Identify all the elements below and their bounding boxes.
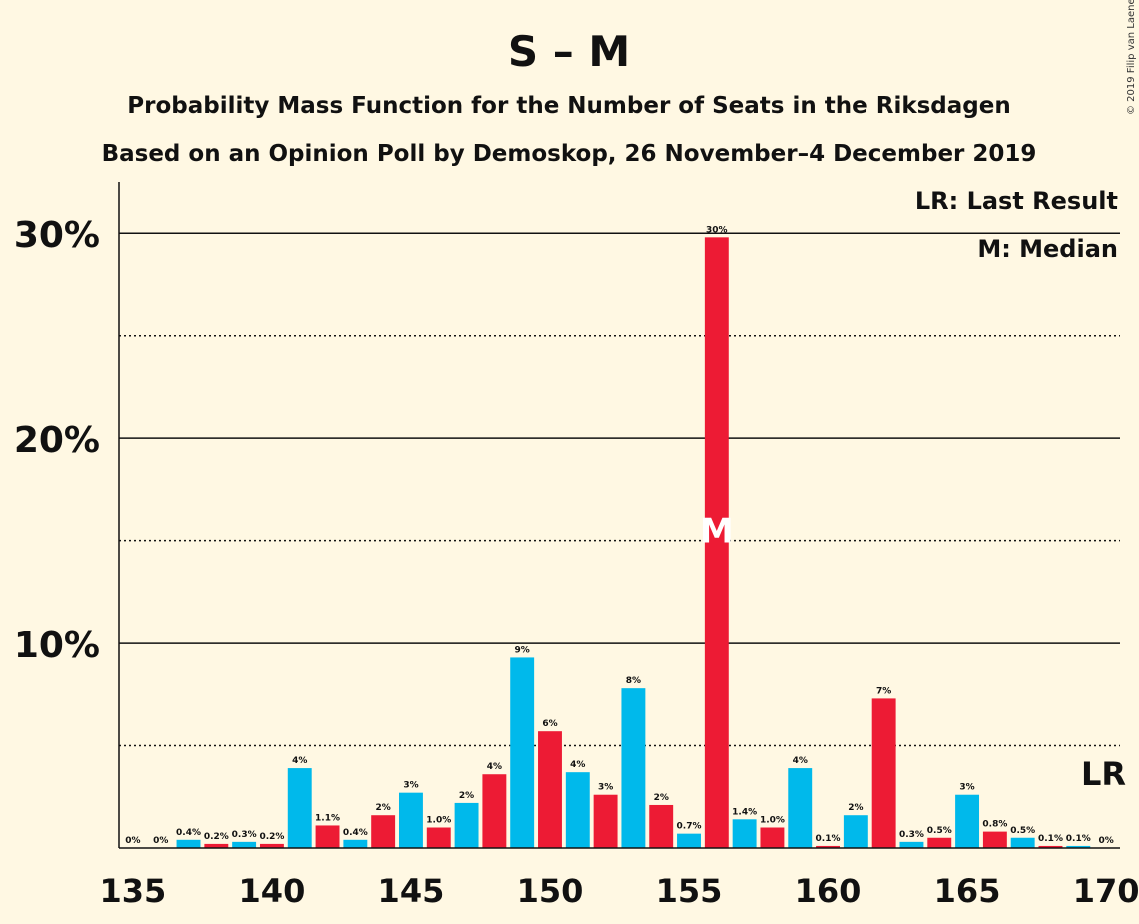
bar-value-label: 0%: [1098, 836, 1113, 846]
bar-seats-166: [982, 831, 1007, 848]
bar-value-label: 0.1%: [1038, 834, 1063, 844]
chart-title: S – M: [508, 27, 630, 76]
bar-value-label: 1.4%: [732, 807, 757, 817]
bar-value-label: 0.2%: [259, 832, 284, 842]
bar-seats-160: [816, 845, 840, 848]
bars: [176, 237, 1091, 848]
chart-subtitle-2: Based on an Opinion Poll by Demoskop, 26…: [102, 141, 1037, 167]
bar-value-label: 1.0%: [426, 816, 451, 826]
bar-value-label: 0.4%: [176, 828, 201, 838]
bar-seats-147: [454, 802, 479, 848]
bar-value-label: 4%: [793, 756, 808, 766]
bar-value-label: 1.0%: [760, 816, 785, 826]
x-tick-label: 140: [239, 872, 306, 910]
gridlines: [119, 232, 1120, 747]
x-tick-label: 155: [656, 872, 723, 910]
bar-value-label: 0.2%: [204, 832, 229, 842]
bar-seats-168: [1038, 845, 1063, 848]
bar-seats-141: [287, 768, 312, 848]
bar-value-label: 0.1%: [1066, 834, 1091, 844]
bar-value-label: 6%: [542, 719, 557, 729]
y-tick-label: 20%: [14, 420, 100, 461]
bar-seats-164: [927, 837, 952, 848]
bar-seats-157: [732, 819, 757, 848]
chart-subtitle-1: Probability Mass Function for the Number…: [127, 93, 1010, 119]
bar-seats-146: [426, 827, 451, 848]
bar-value-label: 0.8%: [982, 820, 1007, 830]
x-tick-label: 145: [378, 872, 445, 910]
y-tick-label: 30%: [14, 215, 100, 256]
bar-seats-139: [232, 841, 257, 848]
bar-seats-167: [1010, 837, 1035, 848]
bar-seats-148: [482, 774, 507, 848]
bar-seats-156: [704, 237, 729, 848]
bar-seats-144: [371, 815, 396, 848]
bar-value-label: 0%: [125, 836, 140, 846]
bar-value-label: 0.4%: [343, 828, 368, 838]
x-tick-label: 150: [517, 872, 584, 910]
bar-seats-158: [760, 827, 785, 848]
bar-value-label: 0.3%: [899, 830, 924, 840]
x-axis-labels: 135 140 145 150 155 160 165 170: [100, 872, 1139, 910]
bar-value-label: 0.5%: [1010, 826, 1035, 836]
bar-seats-151: [565, 772, 590, 848]
bar-seats-165: [955, 794, 980, 848]
median-marker: M: [700, 512, 734, 552]
y-tick-label: 10%: [14, 625, 100, 666]
x-tick-label: 170: [1073, 872, 1139, 910]
bar-seats-143: [343, 839, 368, 848]
legend-last-result: LR: Last Result: [915, 187, 1118, 215]
bar-value-label: 0%: [153, 836, 168, 846]
bar-value-label: 3%: [403, 781, 418, 791]
bar-value-label: 0.1%: [816, 834, 841, 844]
x-tick-label: 165: [934, 872, 1001, 910]
bar-value-label: 30%: [706, 225, 728, 235]
bar-value-label: 7%: [876, 686, 891, 696]
bar-seats-153: [621, 688, 646, 848]
bar-value-label: 4%: [570, 760, 585, 770]
bar-seats-150: [538, 731, 562, 848]
bar-labels: 0% 0%0.4% 0.2% 0.3% 0.2%4%1.1%0.4%2%3%1.0%2%…: [125, 225, 1113, 846]
bar-seats-152: [593, 794, 618, 848]
bar-seats-169: [1066, 845, 1091, 848]
bar-value-label: 1.1%: [315, 813, 340, 823]
bar-seats-137: [176, 839, 201, 848]
copyright-text: © 2019 Filip van Laenen: [1126, 0, 1137, 115]
x-tick-label: 160: [795, 872, 862, 910]
bar-seats-154: [649, 804, 674, 848]
bar-value-label: 9%: [515, 645, 530, 655]
bar-seats-142: [315, 825, 340, 848]
bar-seats-138: [204, 843, 229, 848]
bar-value-label: 2%: [376, 803, 391, 813]
bar-seats-161: [843, 815, 868, 848]
bar-value-label: 2%: [654, 793, 669, 803]
bar-value-label: 0.5%: [927, 826, 952, 836]
bar-value-label: 0.7%: [677, 822, 702, 832]
last-result-marker: LR: [1081, 755, 1126, 793]
bar-seats-163: [899, 841, 924, 848]
bar-value-label: 3%: [959, 783, 974, 793]
bar-value-label: 2%: [848, 803, 863, 813]
bar-seats-162: [871, 698, 896, 848]
bar-value-label: 4%: [487, 762, 502, 772]
bar-value-label: 2%: [459, 791, 474, 801]
bar-seats-159: [788, 768, 813, 848]
legend-median: M: Median: [977, 235, 1118, 263]
bar-value-label: 8%: [626, 676, 641, 686]
bar-seats-149: [510, 657, 535, 848]
y-axis-labels: 10% 20% 30%: [14, 215, 100, 666]
bar-value-label: 3%: [598, 783, 613, 793]
bar-seats-155: [677, 833, 701, 848]
bar-value-label: 0.3%: [232, 830, 257, 840]
bar-value-label: 4%: [292, 756, 307, 766]
x-tick-label: 135: [100, 872, 167, 910]
bar-seats-145: [399, 792, 423, 848]
bar-seats-140: [259, 843, 284, 848]
